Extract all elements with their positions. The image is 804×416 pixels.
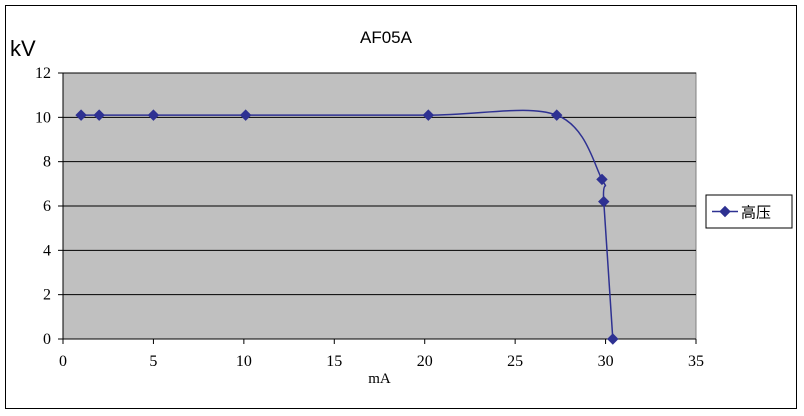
- data-point-marker: [596, 173, 608, 186]
- x-tick-label: 25: [507, 353, 523, 370]
- y-tick-label: 2: [43, 287, 51, 304]
- data-point-marker: [598, 195, 610, 208]
- x-tick-label: 0: [59, 353, 67, 370]
- x-axis-label: mA: [368, 371, 391, 387]
- y-tick-label: 4: [43, 242, 51, 259]
- chart-svg: AF05A kV 0 2 4 6 8 10 12 0 5 10 15 20 25 30 35 mA 高压: [10, 28, 793, 387]
- data-point-marker: [147, 109, 160, 121]
- y-tick-label: 10: [35, 109, 51, 126]
- data-point-marker: [422, 109, 435, 121]
- y-tick-label: 0: [43, 331, 51, 348]
- x-tick-label: 35: [688, 353, 704, 370]
- y-axis-unit-label: kV: [10, 36, 36, 61]
- x-tick-label: 30: [598, 353, 614, 370]
- x-tick-label: 5: [149, 353, 157, 370]
- legend-series-label: 高压: [741, 204, 771, 222]
- y-tick-label: 8: [43, 154, 51, 171]
- legend-marker-sample: [719, 205, 731, 218]
- chart-frame: AF05A kV 0 2 4 6 8 10 12 0 5 10 15 20 25 30 35 mA 高压: [5, 5, 797, 409]
- plot-area: 0 2 4 6 8 10 12 0 5 10 15 20 25 30 35 mA: [35, 65, 704, 387]
- chart-title: AF05A: [360, 28, 413, 47]
- y-tick-label: 6: [43, 198, 51, 215]
- legend: 高压: [705, 194, 793, 229]
- y-tick-label: 12: [35, 65, 51, 82]
- data-point-marker: [75, 109, 87, 121]
- x-tick-label: 15: [326, 353, 342, 370]
- x-tick-label: 20: [417, 353, 433, 370]
- x-tick-label: 10: [236, 353, 252, 370]
- data-point-marker: [607, 333, 619, 345]
- data-point-marker: [239, 109, 252, 121]
- data-point-marker: [93, 109, 105, 121]
- data-point-marker: [551, 109, 563, 121]
